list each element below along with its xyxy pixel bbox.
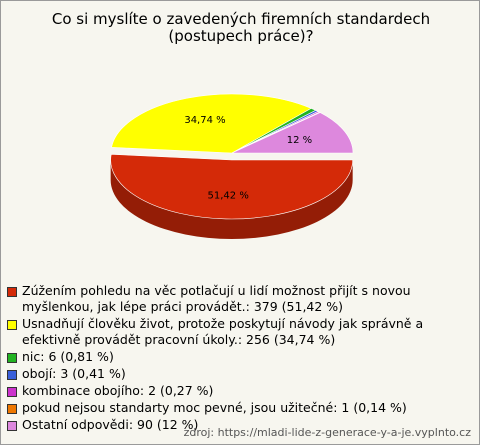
slice: [111, 93, 312, 154]
legend-label: obojí: 3 (0,41 %): [22, 366, 126, 381]
legend-item: kombinace obojího: 2 (0,27 %): [7, 383, 473, 399]
legend-item: Usnadňují člověku život, protože poskytu…: [7, 316, 473, 348]
legend-item: pokud nejsou standarty moc pevné, jsou u…: [7, 400, 473, 416]
legend-swatch: [7, 387, 17, 397]
data-label: 34,74 %: [184, 115, 225, 126]
legend-swatch: [7, 287, 17, 297]
legend-swatch: [7, 320, 17, 330]
legend-item: Ostatní odpovědi: 90 (12 %): [7, 417, 473, 433]
legend-swatch: [7, 421, 17, 431]
legend-label: Usnadňují člověku život, protože poskytu…: [22, 316, 424, 347]
legend-swatch: [7, 404, 17, 414]
slice-side: [110, 159, 353, 239]
legend-item: obojí: 3 (0,41 %): [7, 366, 473, 382]
legend-label: nic: 6 (0,81 %): [22, 349, 114, 364]
legend-label: pokud nejsou standarty moc pevné, jsou u…: [22, 400, 407, 415]
slice: [231, 112, 354, 154]
legend-label: Zúžením pohledu na věc potlačují u lidí …: [22, 283, 411, 314]
legend-item: nic: 6 (0,81 %): [7, 349, 473, 365]
legend-label: kombinace obojího: 2 (0,27 %): [22, 383, 214, 398]
legend-label: Ostatní odpovědi: 90 (12 %): [22, 417, 199, 432]
chart: 51,42 % 34,74 % 12 %: [110, 93, 354, 239]
chart-title: Co si myslíte o zavedených firemních sta…: [51, 10, 431, 45]
legend-item: Zúžením pohledu na věc potlačují u lidí …: [7, 283, 473, 315]
data-label: 12 %: [287, 135, 312, 146]
data-label: 51,42 %: [208, 190, 249, 201]
legend-swatch: [7, 353, 17, 363]
slice: [110, 154, 353, 220]
legend: Zúžením pohledu na věc potlačují u lidí …: [7, 283, 473, 434]
legend-swatch: [7, 370, 17, 380]
source: zdroj: https://mladi-lide-z-generace-y-a…: [183, 426, 471, 439]
